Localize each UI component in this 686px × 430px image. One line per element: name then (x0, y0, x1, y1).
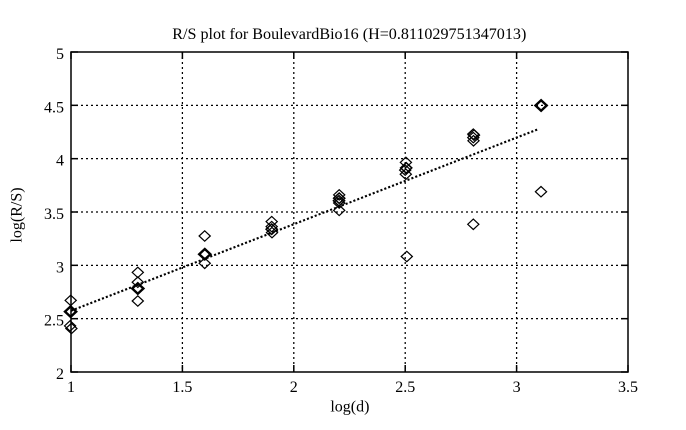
svg-text:log(d): log(d) (330, 399, 369, 416)
svg-text:4: 4 (56, 153, 64, 170)
svg-text:1: 1 (67, 379, 75, 396)
svg-text:2.5: 2.5 (395, 379, 415, 396)
svg-text:R/S plot for BoulevardBio16 (H: R/S plot for BoulevardBio16 (H=0.8110297… (172, 26, 526, 43)
svg-text:log(R/S): log(R/S) (9, 187, 26, 242)
svg-text:2.5: 2.5 (44, 313, 64, 330)
svg-text:1.5: 1.5 (172, 379, 192, 396)
svg-text:5: 5 (56, 46, 64, 63)
svg-text:2: 2 (290, 379, 298, 396)
svg-text:3: 3 (56, 259, 64, 276)
svg-text:4.5: 4.5 (44, 99, 64, 116)
svg-text:3.5: 3.5 (618, 379, 638, 396)
svg-text:3: 3 (513, 379, 521, 396)
svg-text:3.5: 3.5 (44, 206, 64, 223)
svg-text:2: 2 (56, 366, 64, 383)
